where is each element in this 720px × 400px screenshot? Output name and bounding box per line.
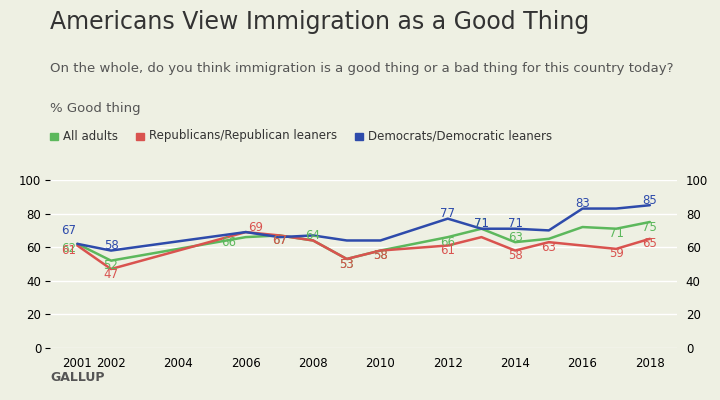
Text: 71: 71: [474, 217, 489, 230]
Text: 83: 83: [575, 197, 590, 210]
Text: 52: 52: [104, 259, 119, 272]
Text: 71: 71: [608, 227, 624, 240]
Text: On the whole, do you think immigration is a good thing or a bad thing for this c: On the whole, do you think immigration i…: [50, 62, 674, 75]
Text: 58: 58: [104, 239, 118, 252]
Text: 47: 47: [104, 268, 119, 280]
Text: 62: 62: [61, 242, 76, 255]
Text: 67: 67: [272, 234, 287, 247]
Text: 71: 71: [474, 217, 489, 230]
Text: 59: 59: [608, 248, 624, 260]
Text: 67: 67: [272, 234, 287, 247]
Text: Americans View Immigration as a Good Thing: Americans View Immigration as a Good Thi…: [50, 10, 590, 34]
Text: 58: 58: [373, 249, 388, 262]
Text: 61: 61: [61, 244, 76, 257]
Text: 63: 63: [541, 241, 557, 254]
Text: 53: 53: [339, 258, 354, 270]
Text: GALLUP: GALLUP: [50, 371, 105, 384]
Text: 75: 75: [642, 220, 657, 234]
Text: 53: 53: [339, 258, 354, 270]
Text: All adults: All adults: [63, 130, 118, 142]
Text: 58: 58: [373, 249, 388, 262]
Text: 63: 63: [508, 231, 523, 244]
Text: Republicans/Republican leaners: Republicans/Republican leaners: [149, 130, 338, 142]
Text: 71: 71: [508, 217, 523, 230]
Text: 66: 66: [220, 236, 235, 249]
Text: Democrats/Democratic leaners: Democrats/Democratic leaners: [369, 130, 552, 142]
Text: % Good thing: % Good thing: [50, 102, 141, 115]
Text: 58: 58: [508, 249, 523, 262]
Text: 85: 85: [642, 194, 657, 207]
Text: 77: 77: [441, 207, 455, 220]
Text: 65: 65: [642, 237, 657, 250]
Text: 69: 69: [248, 220, 264, 234]
Text: 67: 67: [61, 224, 76, 237]
Text: 66: 66: [441, 236, 455, 249]
Text: 61: 61: [441, 244, 455, 257]
Text: 64: 64: [305, 229, 320, 242]
